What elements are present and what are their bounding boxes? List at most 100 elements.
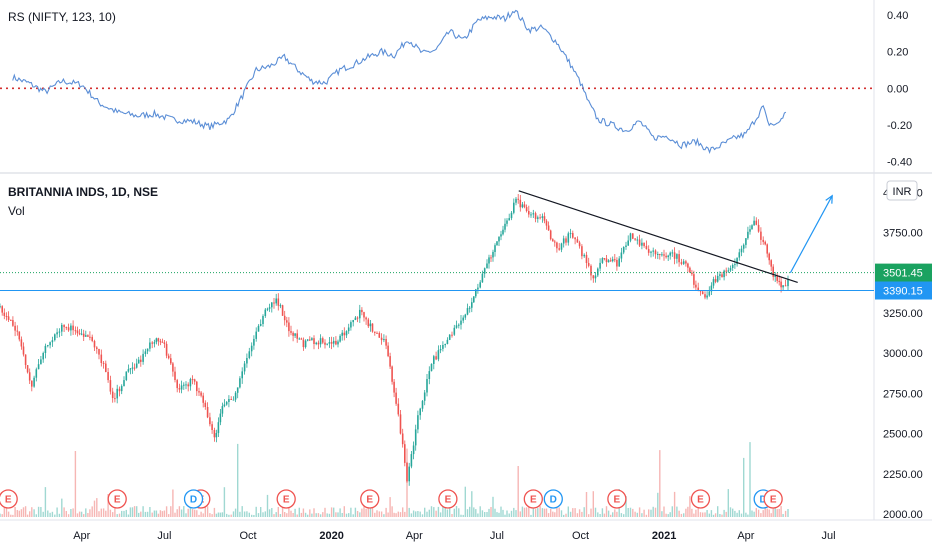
volume-bar	[273, 514, 275, 517]
volume-bar	[717, 506, 719, 517]
candle-body	[255, 331, 257, 339]
volume-bar	[488, 508, 490, 517]
x-tick-label: Apr	[737, 530, 754, 542]
volume-bar	[738, 510, 740, 517]
projection-arrow-shaft	[789, 195, 833, 274]
volume-bar	[508, 513, 510, 517]
projection-arrow	[789, 194, 833, 274]
candle-body	[647, 249, 650, 253]
volume-bar	[678, 510, 680, 517]
candle-body	[91, 336, 93, 341]
candle-body	[343, 332, 346, 336]
candle-body	[286, 320, 288, 323]
volume-bar	[444, 506, 446, 517]
volume-bar	[300, 512, 303, 517]
volume-bar	[541, 508, 544, 517]
volume-bar	[706, 510, 708, 517]
volume-bar	[563, 514, 565, 517]
volume-bar	[339, 508, 341, 517]
volume-bar	[29, 511, 31, 517]
candle-body	[502, 229, 504, 235]
volume-bar	[708, 513, 710, 517]
candle-body	[116, 388, 118, 399]
candle-body	[204, 402, 207, 407]
volume-bar	[262, 512, 264, 517]
volume-bar	[594, 507, 597, 517]
volume-bar	[496, 512, 498, 517]
candle-body	[131, 367, 134, 369]
candle-body	[213, 430, 216, 438]
candle-body	[634, 238, 636, 240]
rs-series-line	[12, 9, 787, 154]
candle-body	[481, 273, 484, 283]
candle-body	[317, 342, 320, 345]
volume-bar	[663, 506, 665, 517]
price-y-tick-label: 3750.00	[883, 228, 923, 240]
volume-bar	[365, 508, 367, 517]
candle-body	[462, 317, 464, 321]
candle-body	[42, 353, 44, 360]
volume-bar	[260, 507, 262, 517]
candle-body	[268, 307, 271, 309]
currency-badge[interactable]	[886, 180, 918, 201]
candle-body	[324, 342, 326, 345]
candle-body	[146, 348, 149, 352]
price-tag-label: 3501.45	[883, 268, 923, 280]
volume-bar	[534, 509, 537, 517]
volume-bar	[359, 512, 361, 517]
candle-body	[768, 253, 770, 261]
volume-bar	[638, 507, 641, 517]
candle-body	[601, 258, 604, 263]
candle-body	[76, 330, 79, 334]
candle-body	[7, 316, 10, 320]
x-tick-label: Jul	[157, 530, 171, 542]
volume-bar	[770, 513, 772, 517]
volume-bar	[547, 513, 550, 517]
x-tick-label: Oct	[239, 530, 256, 542]
volume-bar	[369, 507, 372, 517]
volume-bar	[352, 514, 354, 517]
candle-body	[273, 302, 275, 304]
volume-bar	[98, 511, 100, 517]
candle-body	[714, 279, 717, 282]
volume-bar	[72, 508, 74, 517]
volume-bar	[385, 507, 387, 517]
candle-body	[757, 224, 760, 232]
candle-body	[330, 342, 333, 344]
volume-bar	[490, 507, 492, 517]
volume-bar	[645, 514, 648, 517]
volume-bar	[469, 506, 471, 517]
volume-bar	[153, 510, 156, 517]
volume-bar	[745, 512, 747, 517]
volume-bar	[774, 508, 776, 517]
volume-bar	[356, 511, 359, 517]
candle-body	[241, 371, 243, 379]
volume-bar	[330, 507, 333, 517]
candle-body	[592, 275, 595, 279]
candle-body	[704, 294, 706, 298]
volume-bar	[67, 514, 70, 517]
candle-body	[187, 384, 189, 387]
candle-body	[736, 257, 738, 265]
price-pane[interactable]: BRITANNIA INDS, 1D, NSE Vol EEEDEEEEDEED…	[0, 180, 932, 521]
candle-body	[159, 341, 162, 343]
candle-body	[363, 312, 365, 318]
candle-body	[345, 331, 348, 336]
candle-body	[444, 344, 446, 346]
volume-bar	[138, 512, 140, 517]
candle-body	[740, 248, 743, 253]
volume-bar	[419, 511, 421, 517]
volume-bar	[105, 510, 107, 517]
price-y-tick-label: 3250.00	[883, 308, 923, 320]
volume-bar	[710, 510, 713, 517]
volume-bar	[778, 508, 780, 517]
volume-bar	[315, 513, 317, 517]
volume-bar	[198, 514, 200, 517]
candle-body	[508, 218, 510, 221]
x-tick-label: Jul	[490, 530, 504, 542]
volume-bar	[335, 512, 337, 517]
volume-bar	[89, 509, 91, 517]
rs-indicator-pane[interactable]: RS (NIFTY, 123, 10) 0.40 0.20 0.00 -0.20 -0.…	[0, 9, 912, 169]
volume-bar	[215, 513, 218, 517]
